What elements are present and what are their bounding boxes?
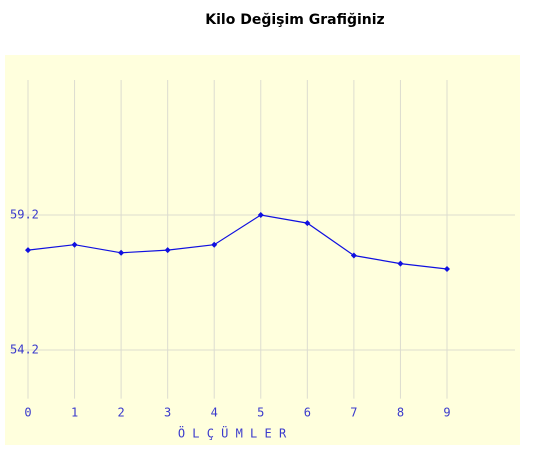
x-tick-label: 7 — [350, 406, 357, 420]
point — [118, 249, 125, 256]
point — [397, 260, 404, 267]
point — [211, 241, 218, 248]
x-axis-label: Ö L Ç Ü M L E R — [178, 425, 287, 441]
x-tick-label: 9 — [443, 406, 450, 420]
x-tick-label: 5 — [257, 406, 264, 420]
line — [27, 214, 448, 270]
point — [350, 252, 357, 259]
point — [304, 220, 311, 227]
point — [164, 247, 171, 254]
x-tick-label: 4 — [211, 406, 218, 420]
x-tick-label: 8 — [397, 406, 404, 420]
plot-panel — [5, 55, 520, 445]
point — [25, 247, 31, 254]
point — [71, 241, 78, 248]
y-tick-label: 59.2 — [10, 208, 39, 222]
x-tick-label: 6 — [304, 406, 311, 420]
chart-title: Kilo Değişim Grafiğiniz — [205, 12, 384, 28]
x-tick-label: 1 — [71, 406, 78, 420]
x-tick-label: 2 — [117, 406, 124, 420]
point — [444, 266, 450, 272]
y-tick-label: 54.2 — [10, 343, 39, 357]
point — [257, 212, 264, 218]
x-tick-label: 0 — [24, 406, 31, 420]
x-tick-label: 3 — [164, 406, 171, 420]
